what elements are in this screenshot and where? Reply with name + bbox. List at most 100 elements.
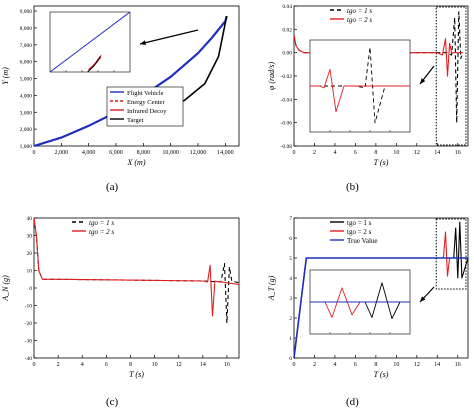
x-axis-label-1: T (s) bbox=[374, 158, 389, 167]
series-line-2-tgo-1-s bbox=[33, 217, 240, 324]
panel-label-d: (d) bbox=[346, 396, 359, 408]
y-tick-label-0: 2,000 bbox=[20, 127, 33, 133]
x-tick-label-0: 14,000 bbox=[217, 150, 234, 156]
x-tick-label-1: 16 bbox=[455, 150, 461, 156]
x-tick-label-0: 4,000 bbox=[82, 150, 96, 156]
x-tick-label-2: 2 bbox=[57, 362, 60, 368]
inset-pointer-arrowhead-0 bbox=[140, 40, 146, 45]
inset-pointer-arrowhead-3 bbox=[420, 296, 426, 302]
x-tick-label-3: 12 bbox=[414, 362, 420, 368]
y-tick-label-0: 1,000 bbox=[20, 144, 33, 150]
y-tick-label-3: 5 bbox=[289, 256, 292, 262]
x-tick-label-3: 6 bbox=[354, 362, 357, 368]
x-tick-label-2: 6 bbox=[105, 362, 108, 368]
inset-line-1-tgo-2-s bbox=[310, 68, 410, 113]
legend-entry-3: True Value bbox=[347, 237, 378, 245]
x-tick-label-0: 10,000 bbox=[162, 150, 179, 156]
series-line-0-flight-vehicle bbox=[33, 15, 228, 148]
legend-entry-0: Flight Vehicle bbox=[127, 90, 164, 97]
legend-entry-0: Energy Center bbox=[127, 99, 165, 106]
zoom-region-1 bbox=[435, 6, 467, 146]
inset-pointer-arrowhead-1 bbox=[420, 78, 426, 84]
y-tick-label-0: 3,000 bbox=[20, 110, 33, 116]
y-tick-label-1: 0.04 bbox=[282, 4, 292, 10]
x-tick-label-2: 14 bbox=[200, 362, 206, 368]
x-tick-label-2: 12 bbox=[176, 362, 182, 368]
x-tick-label-1: 12 bbox=[414, 150, 420, 156]
y-tick-label-2: -40 bbox=[25, 356, 33, 362]
series-line-1-tgo-2-s bbox=[293, 35, 463, 77]
y-tick-label-3: 3 bbox=[289, 296, 292, 302]
y-tick-label-3: 7 bbox=[289, 216, 292, 222]
y-axis-label-0: Y (m) bbox=[1, 67, 10, 85]
x-tick-label-2: 4 bbox=[81, 362, 84, 368]
y-tick-label-3: 2 bbox=[289, 316, 292, 322]
legend-entry-3: tgo = 1 s bbox=[347, 219, 372, 227]
y-tick-label-0: 4,000 bbox=[20, 93, 33, 99]
x-tick-label-1: 2 bbox=[313, 150, 316, 156]
inset-line-0-flight-vehicle bbox=[49, 11, 131, 73]
y-tick-label-3: 4 bbox=[289, 276, 292, 282]
plot-frame-3 bbox=[293, 217, 469, 359]
x-tick-label-3: 8 bbox=[374, 362, 377, 368]
plot-frame-0 bbox=[33, 5, 240, 147]
inset-pointer-arrow-0 bbox=[139, 29, 199, 45]
y-tick-label-3: 1 bbox=[289, 336, 292, 342]
plot-frame-2 bbox=[33, 217, 240, 359]
panel-label-a: (a) bbox=[106, 181, 119, 193]
x-tick-label-2: 0 bbox=[33, 362, 36, 368]
x-axis-label-2: T (s) bbox=[129, 370, 144, 379]
y-tick-label-2: -30 bbox=[25, 339, 33, 345]
x-tick-label-3: 0 bbox=[293, 362, 296, 368]
x-tick-label-2: 8 bbox=[129, 362, 132, 368]
panel-label-c: (c) bbox=[106, 396, 119, 408]
x-axis-label-3: T (s) bbox=[374, 370, 389, 379]
y-axis-label-1: φ (rad/s) bbox=[267, 62, 276, 91]
y-tick-label-2: 40 bbox=[27, 216, 33, 222]
x-tick-label-3: 14 bbox=[434, 362, 440, 368]
y-tick-label-0: 6,000 bbox=[20, 60, 33, 66]
y-tick-label-2: 30 bbox=[27, 234, 33, 240]
x-tick-label-0: 8,000 bbox=[137, 150, 151, 156]
x-tick-label-1: 4 bbox=[333, 150, 336, 156]
legend-entry-1: tgo = 1 s bbox=[347, 7, 372, 15]
x-tick-label-3: 16 bbox=[455, 362, 461, 368]
y-tick-label-1: 0.02 bbox=[282, 27, 292, 33]
legend-entry-0: Infrared Decoy bbox=[127, 108, 167, 115]
y-tick-label-1: -0.06 bbox=[281, 121, 293, 127]
legend-entry-0: Target bbox=[127, 117, 144, 124]
legend-entry-1: tgo = 2 s bbox=[347, 16, 372, 24]
x-tick-label-1: 6 bbox=[354, 150, 357, 156]
y-axis-label-3: A_T (g) bbox=[267, 275, 276, 301]
x-tick-label-1: 14 bbox=[434, 150, 440, 156]
y-axis-label-2: A_N (g) bbox=[1, 275, 10, 302]
legend-entry-2: tgo = 2 s bbox=[89, 228, 114, 236]
x-tick-label-2: 16 bbox=[224, 362, 230, 368]
y-tick-label-2: 20 bbox=[27, 251, 33, 257]
x-tick-label-1: 0 bbox=[293, 150, 296, 156]
x-tick-label-0: 0 bbox=[33, 150, 36, 156]
x-tick-label-2: 10 bbox=[152, 362, 158, 368]
x-tick-label-0: 12,000 bbox=[190, 150, 207, 156]
x-tick-label-3: 10 bbox=[393, 362, 399, 368]
legend-entry-3: tgo = 2 s bbox=[347, 228, 372, 236]
y-tick-label-2: 10 bbox=[27, 269, 33, 275]
x-tick-label-0: 6,000 bbox=[109, 150, 123, 156]
y-tick-label-0: 5,000 bbox=[20, 77, 33, 83]
y-tick-label-3: 0 bbox=[289, 356, 292, 362]
y-tick-label-2: 0 bbox=[29, 286, 32, 292]
legend-entry-2: tgo = 1 s bbox=[89, 219, 114, 227]
inset-line-0-target bbox=[87, 56, 101, 73]
zoom-region-3 bbox=[435, 218, 467, 290]
y-tick-label-3: 6 bbox=[289, 236, 292, 242]
y-tick-label-1: -0.08 bbox=[281, 144, 293, 150]
y-tick-label-1: -0.04 bbox=[281, 97, 293, 103]
series-line-3-true-value bbox=[293, 257, 468, 359]
x-tick-label-3: 4 bbox=[333, 362, 336, 368]
panel-label-b: (b) bbox=[346, 181, 359, 193]
y-tick-label-2: -10 bbox=[25, 304, 33, 310]
y-tick-label-0: 8,000 bbox=[20, 26, 33, 32]
y-tick-label-0: 7,000 bbox=[20, 43, 33, 49]
y-tick-label-1: 0.00 bbox=[282, 51, 292, 57]
x-tick-label-1: 10 bbox=[393, 150, 399, 156]
